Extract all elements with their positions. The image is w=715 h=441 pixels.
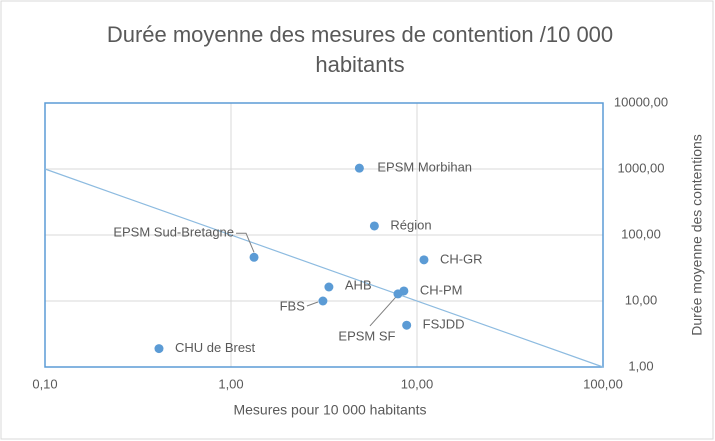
point-label: EPSM Morbihan	[377, 160, 472, 175]
x-tick-label: 10,00	[401, 376, 434, 391]
point-label: EPSM SF	[338, 328, 395, 343]
point-label: FBS	[280, 298, 306, 313]
point-label: EPSM Sud-Bretagne	[113, 225, 234, 240]
x-tick-label: 0,10	[32, 376, 57, 391]
x-axis-title: Mesures pour 10 000 habitants	[233, 402, 426, 418]
leader-line	[236, 232, 255, 253]
y-tick-label: 1000,00	[618, 160, 665, 175]
point	[393, 289, 403, 299]
point	[419, 255, 429, 265]
trendline	[44, 168, 604, 368]
point	[369, 221, 379, 231]
x-tick-label: 1,00	[218, 376, 243, 391]
point	[324, 282, 334, 292]
point	[402, 320, 412, 330]
point-label: CH-GR	[440, 251, 483, 266]
chart-title: Durée moyenne des mesures de contention …	[106, 22, 614, 77]
point	[249, 252, 259, 262]
leader-line	[306, 301, 319, 307]
point-label: FSJDD	[423, 317, 465, 332]
point	[318, 296, 328, 306]
point-label: AHB	[345, 277, 372, 292]
leader-line	[369, 296, 397, 327]
point	[354, 163, 364, 173]
y-tick-label: 10000,00	[614, 94, 668, 109]
y-tick-label: 10,00	[625, 292, 658, 307]
y-tick-label: 100,00	[621, 226, 661, 241]
y-tick-label: 1,00	[628, 358, 653, 373]
point-label: CH-PM	[420, 282, 463, 297]
point-label: CHU de Brest	[175, 340, 256, 355]
y-axis-title: Durée moyenne des contentions	[689, 134, 705, 336]
point	[154, 344, 164, 354]
x-tick-label: 100,00	[583, 376, 623, 391]
point-label: Région	[390, 217, 431, 232]
plot-frame	[44, 102, 604, 368]
